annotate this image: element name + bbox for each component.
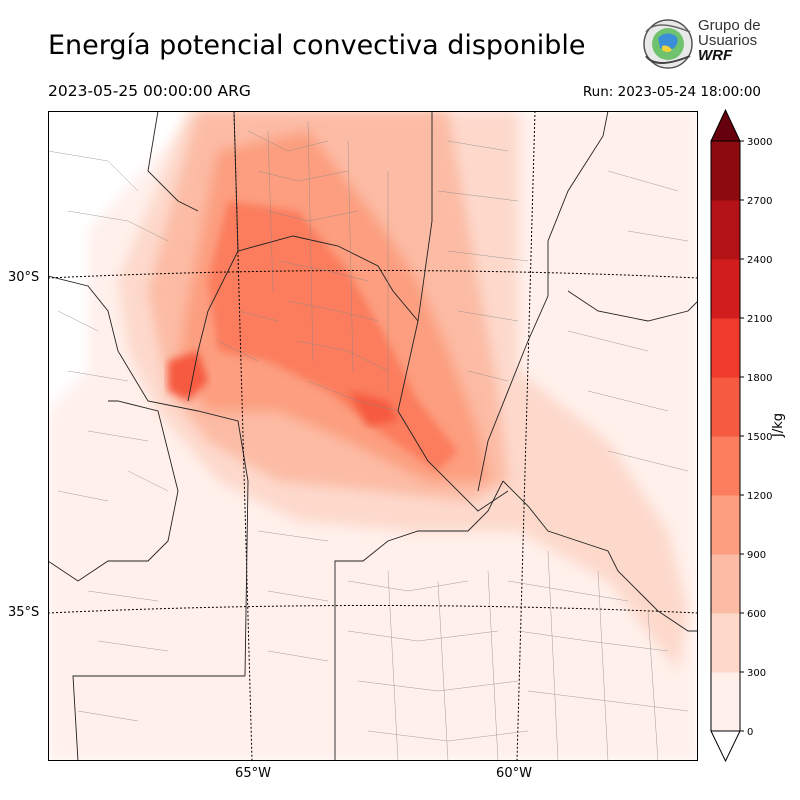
province-boundaries: [48, 111, 698, 761]
colorbar-extend-min: [710, 730, 741, 763]
colorbar-tick-label: 600: [747, 609, 766, 620]
dept-lines-west: [48, 150, 169, 502]
boundary-7: [72, 675, 245, 761]
map-frame: [48, 111, 698, 761]
globe-icon: [643, 19, 693, 69]
logo-line3: WRF: [698, 47, 733, 64]
chart-title: Energía potencial convectiva disponible: [48, 30, 586, 61]
colorbar-extend-max: [710, 108, 741, 142]
lon-line-60w: [516, 111, 536, 761]
colorbar-segment: [711, 141, 740, 201]
colorbar-tick-label: 2100: [747, 314, 772, 325]
colorbar-segment: [711, 495, 740, 555]
logo-text: Grupo de Usuarios WRF: [698, 18, 761, 63]
colorbar-tick-label: 2400: [747, 255, 772, 266]
lat-label-35s: 35°S: [8, 605, 40, 620]
colorbar-unit-label: J/kg: [771, 413, 786, 437]
boundary-9: [502, 480, 698, 632]
boundary-8: [334, 480, 504, 761]
colorbar-segment: [711, 554, 740, 614]
colorbar-segment: [711, 377, 740, 437]
logo-line2: Usuarios: [698, 32, 758, 49]
cape-level-6b: [348, 391, 398, 426]
boundary-11: [147, 111, 199, 212]
colorbar-tick-label: 3000: [747, 137, 772, 148]
colorbar-graphic: 0 300 600 900 1200 1500 1800 2100 2400 2700 3000: [710, 108, 772, 763]
colorbar-tick-label: 1500: [747, 432, 772, 443]
colorbar-tick-label: 1200: [747, 491, 772, 502]
dept-lines-north: [217, 120, 399, 412]
cape-shading: [48, 111, 698, 761]
boundary-6: [48, 400, 179, 582]
cape-field-map: [48, 111, 698, 761]
dept-lines-south: [77, 530, 689, 761]
colorbar-segment: [711, 259, 740, 319]
boundary-5: [187, 250, 239, 402]
dept-lines-east: [437, 140, 689, 472]
colorbar-segment: [711, 672, 740, 732]
valid-time: 2023-05-25 00:00:00 ARG: [48, 82, 251, 100]
colorbar-tick-label: 0: [747, 727, 753, 738]
lon-label-65w: 65°W: [235, 766, 271, 781]
wrf-logo: Grupo de Usuarios WRF: [638, 16, 762, 72]
boundary-1: [233, 111, 509, 512]
cape-level-5: [208, 201, 458, 471]
cape-level-6: [168, 351, 208, 401]
colorbar-tick-label: 2700: [747, 196, 772, 207]
colorbar-segment: [711, 318, 740, 378]
colorbar-tick-label: 1800: [747, 373, 772, 384]
colorbar-tick-label: 300: [747, 668, 766, 679]
lat-line-30s: [48, 270, 698, 279]
lat-label-30s: 30°S: [8, 270, 40, 285]
colorbar-segment: [711, 436, 740, 496]
colorbar-tick-label: 900: [747, 550, 766, 561]
boundary-10: [567, 290, 698, 322]
logo-line1: Grupo de: [698, 17, 761, 34]
boundary-2: [417, 111, 433, 322]
colorbar-segment: [711, 613, 740, 673]
lat-line-35s: [48, 605, 698, 614]
lon-label-60w: 60°W: [496, 766, 532, 781]
run-time: Run: 2023-05-24 18:00:00: [582, 84, 761, 100]
colorbar: 0 300 600 900 1200 1500 1800 2100 2400 2700 3000: [704, 108, 794, 768]
boundary-4: [48, 275, 249, 677]
boundary-3: [432, 111, 609, 492]
colorbar-segment: [711, 200, 740, 260]
department-boundaries: [48, 120, 689, 761]
map-panel: [48, 111, 698, 761]
